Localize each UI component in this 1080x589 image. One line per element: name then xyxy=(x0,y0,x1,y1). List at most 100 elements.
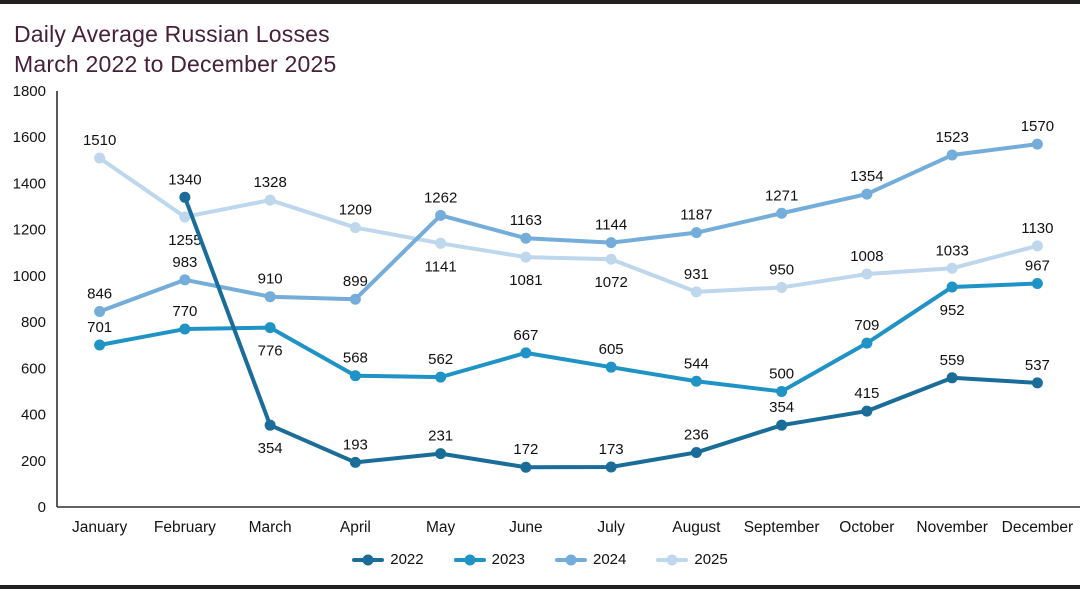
data-point-2025 xyxy=(1031,240,1043,252)
x-axis-label: June xyxy=(509,519,543,536)
data-point-2022 xyxy=(946,372,958,384)
data-point-2024 xyxy=(349,293,361,305)
data-label-2022: 236 xyxy=(684,426,709,443)
data-point-2024 xyxy=(690,227,702,239)
x-axis-label: November xyxy=(916,519,988,536)
data-label-2023: 500 xyxy=(769,365,794,382)
data-label-2024: 1262 xyxy=(424,189,457,206)
series-line-2025 xyxy=(97,156,1040,294)
data-label-2024: 910 xyxy=(258,271,283,288)
data-point-2022 xyxy=(1031,377,1043,389)
data-label-2023: 770 xyxy=(172,303,197,320)
data-point-2023 xyxy=(435,371,447,383)
data-label-2025: 1008 xyxy=(850,248,883,265)
data-label-2022: 354 xyxy=(258,440,283,457)
data-label-2025: 1033 xyxy=(935,242,968,259)
legend-label: 2022 xyxy=(390,551,424,568)
data-label-2024: 1163 xyxy=(510,212,542,229)
data-point-2025 xyxy=(94,152,106,164)
x-axis-label: December xyxy=(1002,519,1074,536)
data-point-2022 xyxy=(605,461,617,473)
legend-label: 2024 xyxy=(593,551,627,568)
legend-item-2025: 2025 xyxy=(656,551,728,568)
data-label-2022: 193 xyxy=(343,436,368,453)
data-point-2025 xyxy=(690,286,702,298)
data-point-2022 xyxy=(776,419,788,431)
x-axis-label: March xyxy=(249,519,292,536)
data-point-2025 xyxy=(861,268,873,280)
chart-title-line1: Daily Average Russian Losses xyxy=(14,21,330,47)
data-point-2025 xyxy=(946,262,958,274)
data-point-2025 xyxy=(605,253,617,265)
x-axis-label: May xyxy=(426,519,456,536)
data-point-2022 xyxy=(264,419,276,431)
x-axis-label: February xyxy=(154,519,216,536)
data-point-2023 xyxy=(94,339,106,351)
legend-marker-icon xyxy=(453,554,486,566)
y-axis-tick-label: 200 xyxy=(21,453,46,470)
legend-marker-icon xyxy=(352,554,385,566)
y-axis-tick-label: 400 xyxy=(21,407,46,424)
data-point-2023 xyxy=(264,322,276,334)
data-label-2024: 1271 xyxy=(765,187,798,204)
data-label-2023: 776 xyxy=(258,343,283,360)
data-label-2023: 562 xyxy=(428,351,453,368)
x-axis-label: September xyxy=(744,519,820,536)
data-point-2022 xyxy=(349,456,361,468)
data-label-2024: 1187 xyxy=(680,207,712,224)
legend-marker-icon xyxy=(656,554,689,566)
data-label-2025: 1209 xyxy=(339,202,372,219)
y-axis-tick-label: 600 xyxy=(21,360,46,377)
data-label-2024: 1523 xyxy=(935,129,968,146)
chart-title: Daily Average Russian Losses March 2022 … xyxy=(14,19,336,79)
data-point-2025 xyxy=(776,281,788,293)
legend-item-2024: 2024 xyxy=(555,551,626,568)
data-point-2023 xyxy=(520,347,532,359)
data-label-2024: 983 xyxy=(172,254,197,271)
data-label-2022: 354 xyxy=(769,399,794,416)
data-label-2023: 667 xyxy=(513,327,538,344)
y-axis-tick-label: 1800 xyxy=(13,83,46,100)
data-point-2024 xyxy=(1031,138,1043,150)
data-label-2024: 1570 xyxy=(1021,118,1054,135)
data-label-2022: 173 xyxy=(599,441,624,458)
x-axis-label: August xyxy=(672,519,721,536)
data-label-2025: 1510 xyxy=(83,132,116,149)
data-point-2024 xyxy=(179,274,191,286)
data-point-2024 xyxy=(264,291,276,303)
data-point-2022 xyxy=(179,191,191,203)
data-point-2023 xyxy=(776,385,788,397)
data-point-2023 xyxy=(1031,278,1043,290)
data-label-2022: 231 xyxy=(428,428,453,445)
data-point-2024 xyxy=(605,237,617,249)
data-point-2025 xyxy=(435,237,447,249)
data-point-2022 xyxy=(861,405,873,417)
data-label-2022: 537 xyxy=(1025,357,1050,374)
data-label-2023: 544 xyxy=(684,355,709,372)
data-label-2022: 559 xyxy=(940,352,965,369)
series-line-2024 xyxy=(97,142,1040,314)
data-label-2025: 1130 xyxy=(1021,220,1053,237)
bottom-edge-bar xyxy=(0,585,1080,589)
chart-legend: 2022 2023 2024 2025 xyxy=(0,551,1080,568)
data-point-2025 xyxy=(520,251,532,263)
data-label-2025: 950 xyxy=(769,261,794,278)
y-axis-tick-label: 1000 xyxy=(13,268,46,285)
data-label-2023: 605 xyxy=(599,341,624,358)
data-point-2024 xyxy=(861,188,873,200)
data-label-2025: 931 xyxy=(684,266,709,283)
data-label-2023: 568 xyxy=(343,350,368,367)
data-point-2023 xyxy=(690,375,702,387)
data-point-2022 xyxy=(435,448,447,460)
data-point-2022 xyxy=(690,446,702,458)
data-label-2023: 701 xyxy=(87,319,112,336)
y-axis-tick-label: 0 xyxy=(38,499,46,516)
x-axis-label: January xyxy=(72,519,127,536)
legend-label: 2023 xyxy=(491,551,525,568)
legend-item-2022: 2022 xyxy=(352,551,424,568)
data-label-2025: 1255 xyxy=(168,232,201,249)
data-point-2024 xyxy=(946,149,958,161)
x-axis-label: April xyxy=(340,519,371,536)
